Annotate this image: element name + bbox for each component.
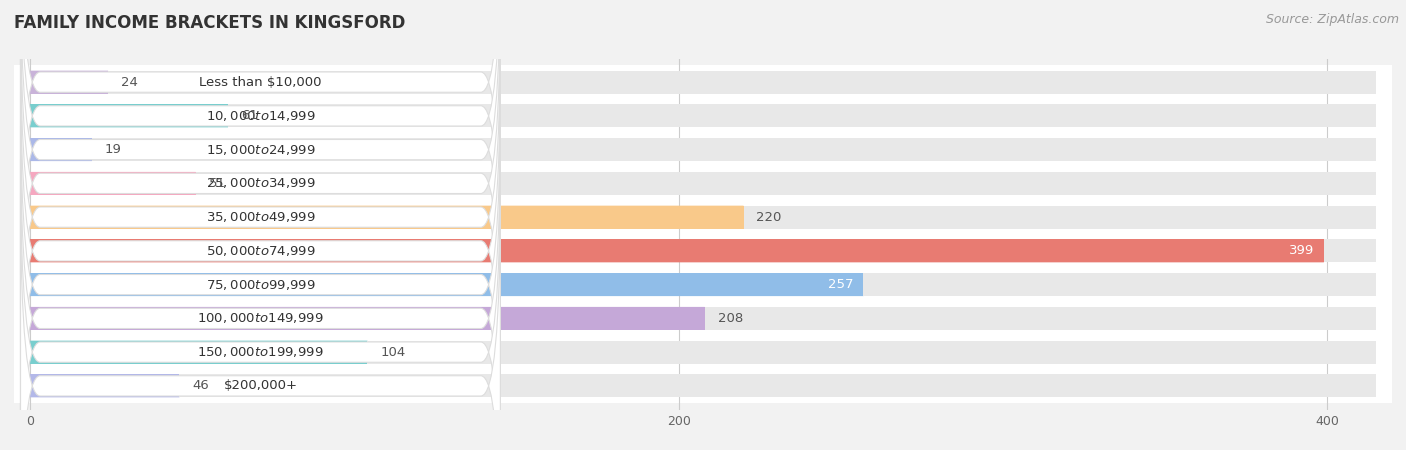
FancyBboxPatch shape bbox=[31, 71, 108, 94]
Text: 208: 208 bbox=[717, 312, 742, 325]
FancyBboxPatch shape bbox=[31, 307, 1375, 330]
FancyBboxPatch shape bbox=[14, 302, 1392, 335]
FancyBboxPatch shape bbox=[21, 194, 501, 450]
Text: 104: 104 bbox=[381, 346, 406, 359]
FancyBboxPatch shape bbox=[31, 138, 91, 161]
FancyBboxPatch shape bbox=[31, 138, 91, 161]
FancyBboxPatch shape bbox=[31, 206, 744, 229]
FancyBboxPatch shape bbox=[21, 92, 501, 450]
FancyBboxPatch shape bbox=[14, 65, 1392, 99]
FancyBboxPatch shape bbox=[31, 374, 180, 397]
FancyBboxPatch shape bbox=[21, 0, 501, 274]
FancyBboxPatch shape bbox=[21, 0, 501, 342]
Text: $10,000 to $14,999: $10,000 to $14,999 bbox=[205, 109, 315, 123]
FancyBboxPatch shape bbox=[31, 104, 228, 127]
FancyBboxPatch shape bbox=[31, 307, 704, 330]
FancyBboxPatch shape bbox=[31, 239, 1375, 262]
FancyBboxPatch shape bbox=[31, 307, 704, 330]
FancyBboxPatch shape bbox=[31, 206, 1375, 229]
FancyBboxPatch shape bbox=[14, 99, 1392, 133]
FancyBboxPatch shape bbox=[31, 172, 195, 195]
Text: Less than $10,000: Less than $10,000 bbox=[200, 76, 322, 89]
FancyBboxPatch shape bbox=[14, 369, 1392, 403]
Text: $15,000 to $24,999: $15,000 to $24,999 bbox=[205, 143, 315, 157]
FancyBboxPatch shape bbox=[21, 126, 501, 450]
Text: 220: 220 bbox=[756, 211, 782, 224]
FancyBboxPatch shape bbox=[31, 341, 367, 364]
Text: FAMILY INCOME BRACKETS IN KINGSFORD: FAMILY INCOME BRACKETS IN KINGSFORD bbox=[14, 14, 405, 32]
Text: 51: 51 bbox=[208, 177, 225, 190]
FancyBboxPatch shape bbox=[31, 104, 1375, 127]
FancyBboxPatch shape bbox=[14, 200, 1392, 234]
Text: $35,000 to $49,999: $35,000 to $49,999 bbox=[205, 210, 315, 224]
Text: 19: 19 bbox=[105, 143, 122, 156]
FancyBboxPatch shape bbox=[31, 341, 1375, 364]
FancyBboxPatch shape bbox=[21, 160, 501, 450]
FancyBboxPatch shape bbox=[31, 341, 367, 364]
FancyBboxPatch shape bbox=[31, 138, 1375, 161]
FancyBboxPatch shape bbox=[31, 239, 1324, 262]
FancyBboxPatch shape bbox=[21, 0, 501, 308]
FancyBboxPatch shape bbox=[14, 234, 1392, 268]
FancyBboxPatch shape bbox=[31, 374, 1375, 397]
Text: 24: 24 bbox=[121, 76, 138, 89]
Text: $25,000 to $34,999: $25,000 to $34,999 bbox=[205, 176, 315, 190]
Text: 257: 257 bbox=[828, 278, 853, 291]
FancyBboxPatch shape bbox=[31, 104, 228, 127]
Text: $150,000 to $199,999: $150,000 to $199,999 bbox=[197, 345, 323, 359]
FancyBboxPatch shape bbox=[14, 268, 1392, 302]
Text: 399: 399 bbox=[1289, 244, 1315, 257]
FancyBboxPatch shape bbox=[31, 172, 1375, 195]
Text: Source: ZipAtlas.com: Source: ZipAtlas.com bbox=[1265, 14, 1399, 27]
FancyBboxPatch shape bbox=[14, 166, 1392, 200]
FancyBboxPatch shape bbox=[31, 71, 1375, 94]
FancyBboxPatch shape bbox=[14, 133, 1392, 166]
FancyBboxPatch shape bbox=[31, 374, 180, 397]
Text: $100,000 to $149,999: $100,000 to $149,999 bbox=[197, 311, 323, 325]
FancyBboxPatch shape bbox=[21, 0, 501, 376]
FancyBboxPatch shape bbox=[31, 239, 1324, 262]
FancyBboxPatch shape bbox=[31, 273, 863, 296]
Text: 46: 46 bbox=[193, 379, 209, 392]
FancyBboxPatch shape bbox=[31, 273, 1375, 296]
FancyBboxPatch shape bbox=[31, 71, 108, 94]
FancyBboxPatch shape bbox=[21, 25, 501, 410]
FancyBboxPatch shape bbox=[31, 273, 863, 296]
FancyBboxPatch shape bbox=[14, 335, 1392, 369]
Text: $50,000 to $74,999: $50,000 to $74,999 bbox=[205, 244, 315, 258]
Text: $75,000 to $99,999: $75,000 to $99,999 bbox=[205, 278, 315, 292]
FancyBboxPatch shape bbox=[31, 206, 744, 229]
FancyBboxPatch shape bbox=[31, 172, 195, 195]
FancyBboxPatch shape bbox=[21, 58, 501, 443]
Text: $200,000+: $200,000+ bbox=[224, 379, 298, 392]
Text: 61: 61 bbox=[240, 109, 257, 122]
